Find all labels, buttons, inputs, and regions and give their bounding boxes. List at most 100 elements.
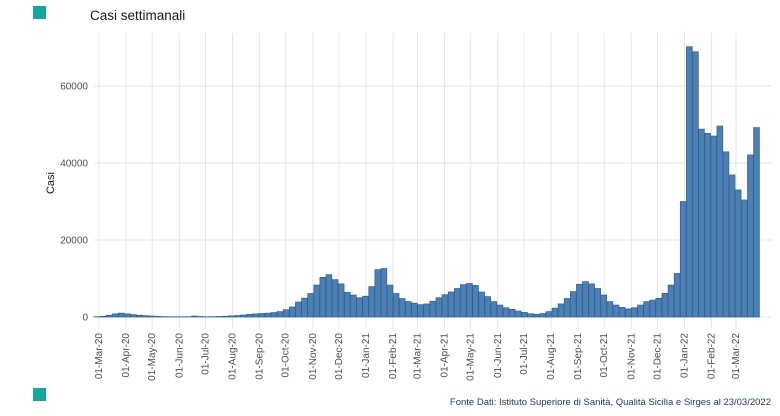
- bar: [655, 297, 663, 318]
- bar: [105, 314, 113, 318]
- x-tick-label: 01-Nov-21: [626, 333, 637, 380]
- bar: [337, 283, 345, 318]
- x-tick-label: 01-Jun-20: [174, 333, 185, 378]
- bar: [496, 304, 504, 318]
- bar: [618, 307, 626, 318]
- y-tick-label: 60000: [60, 82, 88, 93]
- bar: [612, 304, 620, 318]
- data-source-footer: Fonte Dati: Istituto Superiore di Sanità…: [449, 397, 771, 408]
- bar: [227, 315, 235, 318]
- x-tick-label: 01-Nov-20: [308, 333, 319, 380]
- x-tick-label: 01-Oct-20: [281, 333, 292, 378]
- bar: [698, 128, 705, 318]
- bar: [753, 127, 760, 318]
- x-tick-label: 01-Feb-22: [707, 333, 718, 380]
- bar: [521, 312, 528, 318]
- bar: [686, 46, 693, 318]
- bar: [466, 283, 473, 318]
- bar: [276, 311, 284, 318]
- bar: [624, 308, 632, 318]
- bar: [606, 301, 614, 318]
- bar: [124, 313, 131, 318]
- bar: [325, 274, 333, 318]
- x-tick-label: 01-May-20: [147, 333, 158, 381]
- bar: [191, 315, 198, 318]
- bar: [447, 291, 455, 318]
- bar: [240, 314, 247, 318]
- bar: [637, 304, 644, 318]
- bar: [246, 314, 253, 318]
- bar: [710, 135, 717, 318]
- bar: [649, 299, 656, 318]
- y-tick-label: 40000: [60, 159, 88, 170]
- bar: [252, 313, 259, 318]
- bar: [258, 313, 265, 318]
- bar: [460, 284, 467, 318]
- teal-marker-top-left: [33, 6, 46, 19]
- bar: [301, 297, 308, 318]
- bar: [539, 313, 546, 318]
- bar: [441, 294, 449, 318]
- bar: [716, 125, 724, 318]
- bar: [478, 291, 485, 318]
- bar: [313, 284, 320, 318]
- bar: [600, 294, 608, 318]
- bar: [356, 297, 363, 318]
- x-tick-label: 01-Dec-21: [652, 333, 663, 380]
- bar: [631, 307, 638, 318]
- x-tick-label: 01-Mar-22: [731, 333, 742, 380]
- bar: [362, 295, 369, 318]
- x-tick-label: 01-Apr-21: [440, 333, 451, 378]
- bar: [429, 300, 437, 318]
- chart-title: Casi settimanali: [90, 8, 186, 23]
- bar: [398, 298, 406, 318]
- bar: [331, 279, 339, 318]
- bar: [563, 298, 571, 318]
- bar: [130, 314, 137, 318]
- bar: [417, 304, 424, 318]
- bar: [673, 273, 681, 318]
- bar: [734, 189, 742, 318]
- x-tick-label: 01-Feb-21: [388, 333, 399, 380]
- bar: [484, 296, 491, 318]
- x-tick-label: 01-Aug-20: [228, 333, 239, 380]
- bar: [319, 277, 327, 318]
- bar: [215, 316, 223, 318]
- y-tick-label: 0: [82, 313, 88, 324]
- bar: [453, 288, 461, 318]
- bar: [221, 315, 229, 318]
- bar: [350, 294, 357, 318]
- bar: [508, 308, 516, 318]
- bar: [282, 309, 290, 318]
- bar: [148, 315, 156, 318]
- bar: [307, 293, 314, 318]
- bar: [117, 312, 125, 318]
- bar: [594, 288, 601, 318]
- bar: [270, 312, 278, 318]
- bar: [527, 313, 534, 318]
- bar: [264, 312, 272, 318]
- bar: [747, 154, 754, 318]
- bar: [679, 201, 687, 318]
- bar: [533, 313, 540, 318]
- x-tick-label: 01-Jan-22: [680, 333, 691, 378]
- bar: [136, 314, 143, 318]
- x-tick-label: 01-Jul-20: [200, 333, 211, 375]
- x-tick-label: 01-Jan-21: [361, 333, 372, 378]
- bar: [111, 313, 119, 318]
- bar: [728, 174, 736, 318]
- bar: [722, 151, 730, 318]
- x-tick-label: 01-Aug-21: [546, 333, 557, 380]
- bar: [234, 315, 241, 318]
- teal-marker-bottom-left: [33, 388, 46, 401]
- x-tick-label: 01-Sep-20: [255, 333, 266, 380]
- bar: [502, 307, 510, 318]
- bar: [380, 268, 388, 318]
- x-tick-label: 01-Mar-20: [94, 333, 105, 380]
- y-tick-label: 20000: [60, 236, 88, 247]
- bar: [423, 303, 430, 318]
- bar: [557, 303, 565, 318]
- bar: [142, 315, 149, 318]
